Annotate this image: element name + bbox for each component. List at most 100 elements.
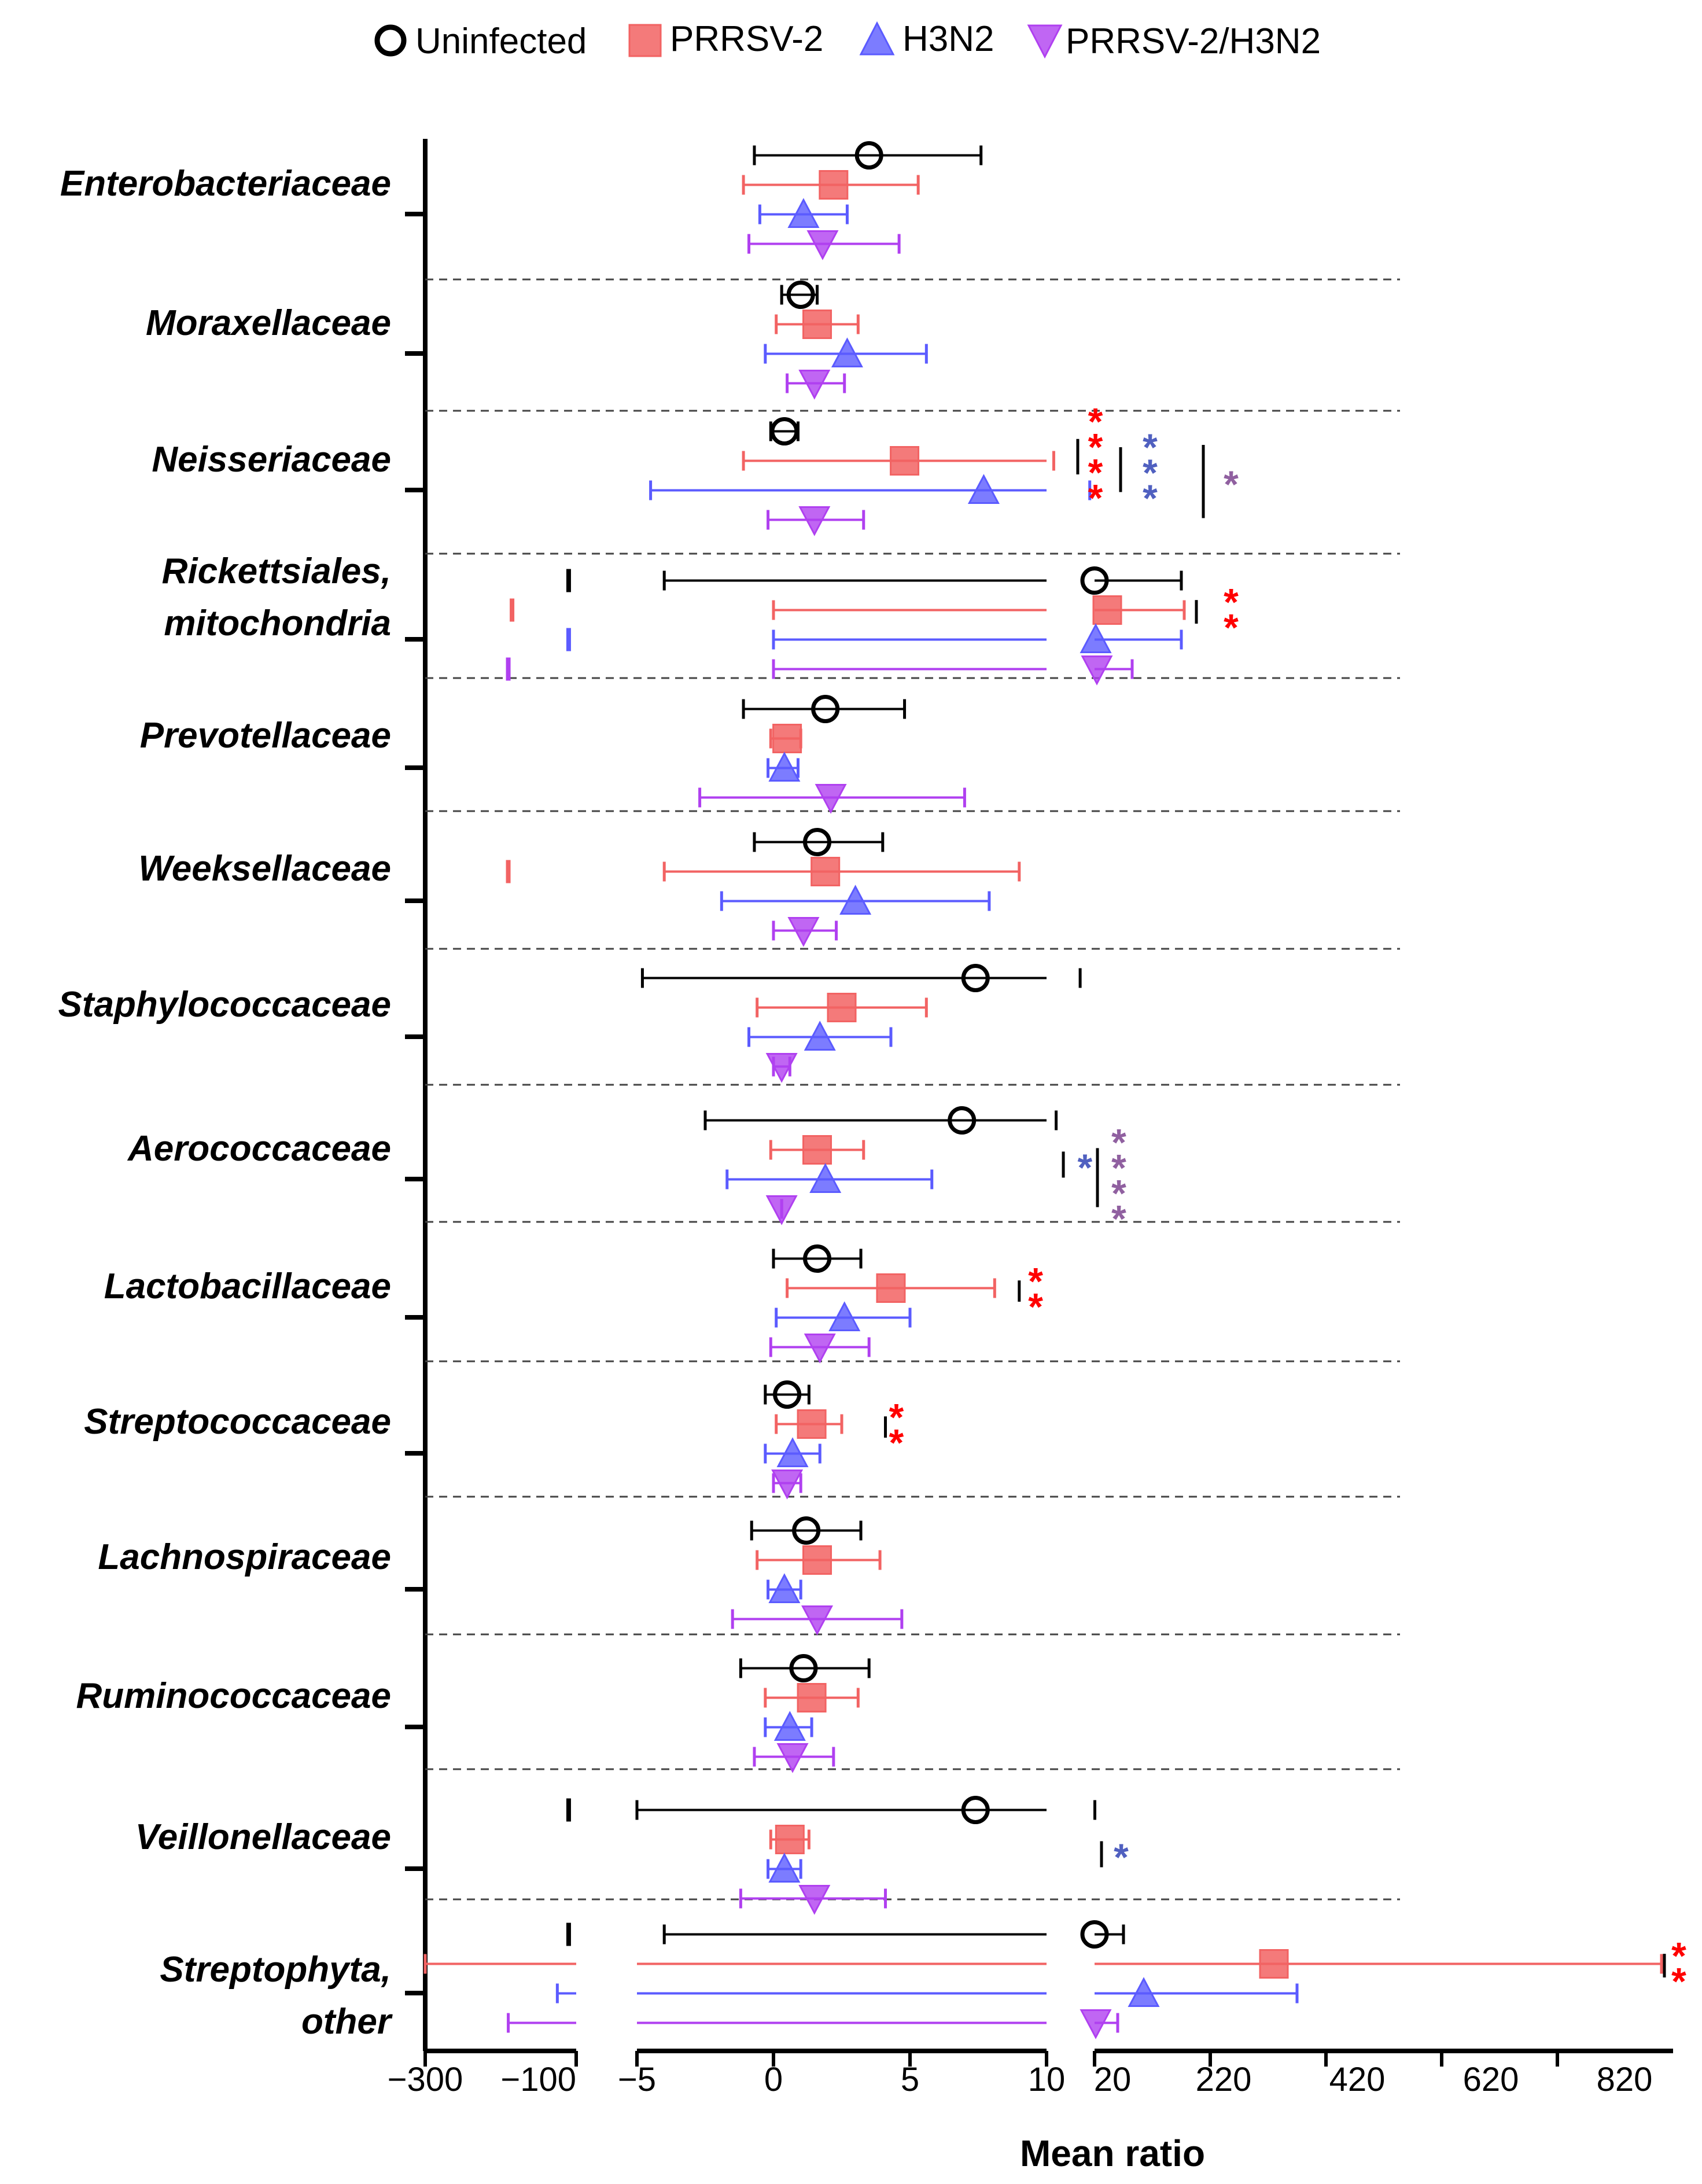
significance-star: * (1111, 1172, 1126, 1214)
data-point-uninfected (961, 1796, 990, 1824)
significance-star: * (1224, 581, 1239, 624)
significance-star: * (1114, 1836, 1129, 1879)
significance-star: * (1088, 400, 1103, 443)
x-tick-label: 5 (901, 2061, 919, 2098)
data-point-h3n2 (768, 1573, 801, 1603)
data-point-prrsv2 (802, 310, 832, 339)
x-tick-label: −100 (500, 2061, 576, 2098)
data-point-uninfected (803, 1244, 832, 1273)
family-label-moraxellaceae: Moraxellaceae (146, 303, 391, 343)
significance-star: * (1078, 1146, 1093, 1189)
data-point-prrsv2-h3n2 (815, 784, 847, 814)
x-tick-label: 820 (1597, 2061, 1653, 2098)
significance-star: * (1111, 1146, 1126, 1189)
family-label-mitochondria: mitochondria (164, 603, 391, 643)
family-label-veillonellaceae: Veillonellaceae (135, 1817, 391, 1857)
significance-star: * (1088, 476, 1103, 519)
data-point-uninfected (773, 1380, 802, 1409)
data-point-prrsv2-h3n2 (798, 1885, 831, 1915)
x-tick-label: −5 (618, 2061, 656, 2098)
family-label-lactobacillaceae: Lactobacillaceae (104, 1266, 391, 1306)
x-tick-label: 620 (1463, 2061, 1519, 2098)
data-point-prrsv2 (775, 1825, 805, 1854)
data-point-h3n2 (967, 474, 1000, 504)
x-axis-title: Mean ratio (1020, 2133, 1205, 2174)
significance-star: * (1224, 606, 1239, 649)
legend-label-prrsv2: PRRSV-2 (670, 19, 823, 59)
data-point-prrsv2-h3n2 (776, 1743, 809, 1773)
data-point-prrsv2-h3n2 (787, 917, 820, 947)
data-point-prrsv2 (819, 170, 849, 200)
significance-star: * (889, 1396, 904, 1439)
significance-star: * (1143, 477, 1158, 520)
data-point-prrsv2-h3n2 (1081, 655, 1113, 686)
significance-annotations: ******* *************** (884, 400, 1686, 2003)
family-label-prevotellaceae: Prevotellaceae (140, 716, 391, 756)
data-point-prrsv2-h3n2 (801, 1605, 834, 1636)
data-point-uninfected (770, 417, 799, 445)
data-point-prrsv2-h3n2 (765, 1195, 798, 1225)
data-point-prrsv2-h3n2 (771, 1469, 804, 1500)
data-point-h3n2 (768, 752, 801, 782)
x-tick-label: −300 (388, 2061, 463, 2098)
family-label-neisseriaceae: Neisseriaceae (152, 440, 391, 480)
family-label-enterobacteriaceae: Enterobacteriaceae (60, 164, 391, 204)
data-point-h3n2 (1080, 623, 1112, 653)
data-point-h3n2 (787, 198, 820, 228)
legend-label-prrsv2-h3n2: PRRSV-2/H3N2 (1066, 21, 1321, 61)
family-label-aerococcaceae: Aerococcaceae (127, 1129, 391, 1169)
significance-star: * (1088, 425, 1103, 468)
data-point-prrsv2-h3n2 (798, 506, 831, 536)
data-point-prrsv2 (797, 1409, 827, 1439)
data-point-prrsv2 (797, 1683, 827, 1712)
data-point-h3n2 (809, 1163, 842, 1193)
x-tick-label: 10 (1028, 2061, 1066, 2098)
family-label-weeksellaceae: Weeksellaceae (138, 849, 391, 889)
data-point-uninfected (948, 1106, 977, 1135)
data-point-uninfected (854, 141, 883, 170)
legend-label-uninfected: Uninfected (415, 21, 587, 61)
legend-marker-uninfected (374, 24, 407, 57)
data-point-uninfected (1080, 566, 1109, 595)
family-label-ruminococcaceae: Ruminococcaceae (76, 1676, 391, 1716)
significance-star: * (1111, 1197, 1126, 1240)
x-tick-labels: −300 −100 −5 0 5 10 20 220 420 620 820 M… (388, 2061, 1653, 2174)
data-point-prrsv2-h3n2 (798, 370, 831, 400)
family-label-staphylococcaceae: Staphylococcaceae (58, 985, 391, 1025)
significance-star: * (1671, 1935, 1686, 1977)
family-label-rickettsiales: Rickettsiales, (162, 551, 391, 591)
family-label-lachnospiraceae: Lachnospiraceae (98, 1537, 391, 1577)
x-tick-label: 420 (1329, 2061, 1386, 2098)
significance-star: * (1671, 1960, 1686, 2003)
data-point-prrsv2 (802, 1135, 832, 1165)
data-point-prrsv2 (802, 1545, 832, 1575)
data-point-prrsv2-h3n2 (765, 1053, 798, 1083)
family-label-streptococcaceae: Streptococcaceae (84, 1402, 391, 1442)
data-point-uninfected (1080, 1920, 1109, 1949)
significance-star: * (1111, 1121, 1126, 1163)
legend-marker-prrsv2-h3n2 (1027, 24, 1063, 59)
data-point-h3n2 (776, 1437, 809, 1467)
x-tick-label: 20 (1094, 2061, 1132, 2098)
data-point-prrsv2 (827, 993, 857, 1022)
data-point-h3n2 (831, 337, 863, 367)
data-point-uninfected (811, 695, 840, 723)
plot-area (405, 139, 1673, 2067)
data-point-prrsv2 (890, 446, 920, 476)
significance-star: * (1224, 463, 1239, 506)
data-point-prrsv2 (1092, 595, 1122, 625)
significance-star: * (1143, 426, 1158, 469)
data-point-h3n2 (773, 1711, 806, 1741)
data-point-h3n2 (804, 1021, 836, 1051)
data-point-prrsv2-h3n2 (806, 230, 839, 260)
data-point-h3n2 (828, 1301, 861, 1331)
significance-star: * (1028, 1286, 1043, 1328)
data-point-h3n2 (1128, 1977, 1160, 2007)
legend: Uninfected PRRSV-2 H3N2 PRRSV-2/H3N2 (374, 19, 1321, 61)
data-point-prrsv2 (1259, 1949, 1289, 1979)
legend-marker-prrsv2 (628, 24, 662, 57)
family-labels: Enterobacteriaceae Moraxellaceae Neisser… (58, 164, 392, 2042)
data-point-prrsv2 (811, 857, 841, 886)
data-point-uninfected (792, 1516, 821, 1545)
family-label-other: other (301, 2002, 393, 2042)
